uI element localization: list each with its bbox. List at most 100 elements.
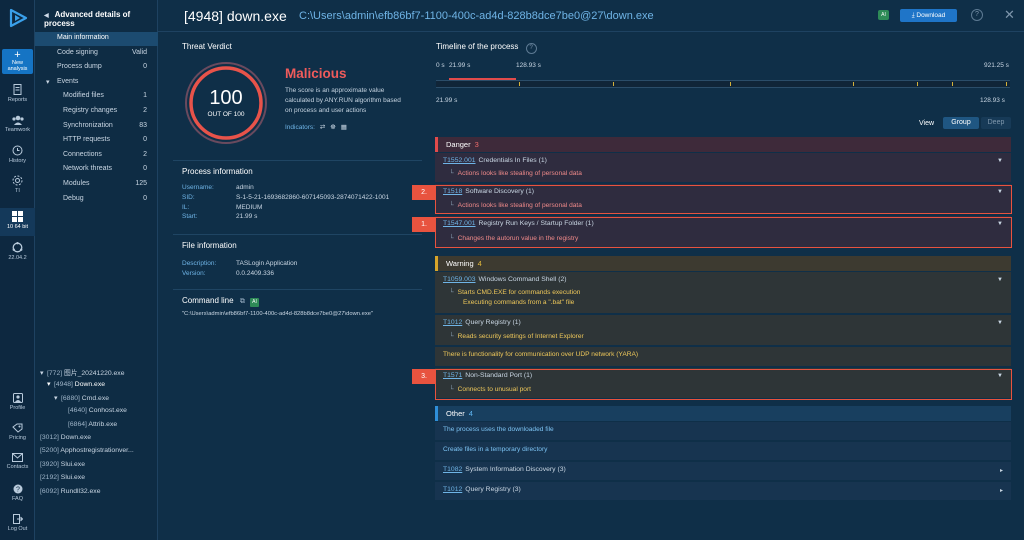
file-path-link[interactable]: C:\Users\admin\efb86bf7-1100-400c-ad4d-8…	[299, 10, 654, 22]
info-key: Start:	[182, 213, 198, 221]
score-max-label: OUT OF 100	[207, 111, 245, 118]
process-tree-item[interactable]: [4640] Conhost.exe	[61, 407, 127, 414]
sidebar-item-faq[interactable]: ? FAQ	[0, 484, 35, 502]
sidebar-item-contacts[interactable]: Contacts	[0, 453, 35, 470]
indicators-row: Indicators: ⇄ ☸ ▦	[285, 123, 347, 131]
view-group-button[interactable]: Group	[943, 117, 979, 129]
technique-id-link[interactable]: T1059.003	[443, 276, 476, 283]
download-button[interactable]: ⤓ Download	[900, 9, 957, 22]
bug-indicator-icon[interactable]: ☸	[330, 124, 336, 131]
registry-indicator-icon[interactable]: ▦	[340, 124, 347, 131]
nav-item[interactable]: Synchronization 83	[35, 120, 158, 134]
nav-item[interactable]: Modules 125	[35, 178, 158, 192]
sidebar-item-profile[interactable]: Profile	[0, 393, 35, 411]
expand-arrow-icon[interactable]: ▾	[47, 381, 51, 389]
process-tree-item[interactable]: [3012] Down.exe	[40, 434, 91, 441]
chevron-down-icon[interactable]: ▼	[997, 189, 1003, 195]
sidebar-item-pricing[interactable]: Pricing	[0, 423, 35, 441]
info-row: IL: MEDIUM	[182, 204, 262, 211]
help-icon[interactable]: ?	[971, 9, 983, 21]
chevron-down-icon[interactable]: ▼	[997, 320, 1003, 326]
nav-item[interactable]: Main information	[35, 32, 158, 46]
os-ubuntu-badge[interactable]: 22.04.2	[0, 242, 35, 261]
process-tree-item[interactable]: ▾ [6880] Cmd.exe	[54, 394, 109, 402]
network-indicator-icon[interactable]: ⇄	[319, 124, 326, 131]
ai-badge[interactable]: AI	[878, 10, 889, 20]
sidebar-item-logout[interactable]: Log Out	[0, 514, 35, 532]
info-row: Description: TASLogin Application	[182, 260, 297, 267]
process-tree-item[interactable]: [2192] Slui.exe	[40, 474, 85, 481]
chevron-down-icon[interactable]: ▼	[997, 373, 1003, 379]
os-windows-badge[interactable]: 10 64 bit	[0, 208, 35, 236]
copy-icon[interactable]: ⧉	[239, 298, 245, 305]
technique-id-link[interactable]: T1571	[443, 372, 463, 379]
chevron-right-icon[interactable]: ▸	[999, 488, 1003, 494]
process-tree-item[interactable]: [6864] Attrib.exe	[61, 421, 117, 428]
chevron-right-icon[interactable]: ▸	[999, 468, 1003, 474]
behavior-row[interactable]: T1012 Query Registry (1) └ Reads security …	[435, 315, 1011, 346]
technique-id-link[interactable]: T1012	[443, 486, 463, 493]
nav-item[interactable]: Registry changes 2	[35, 105, 158, 119]
technique-id-link[interactable]: T1552.001	[443, 157, 476, 164]
process-tree-item[interactable]: [5200] Apphostregistrationver...	[40, 447, 134, 454]
technique-id-link[interactable]: T1547.001	[443, 220, 476, 227]
help-icon[interactable]: ?	[525, 43, 537, 54]
nav-item[interactable]: ▾ Events	[35, 76, 158, 90]
chevron-down-icon[interactable]: ▼	[997, 158, 1003, 164]
sidebar-item-reports[interactable]: Reports	[0, 84, 35, 103]
process-tree-item[interactable]: ▾ [772] 图片_20241220.exe	[40, 367, 124, 377]
technique-id-link[interactable]: T1012	[443, 319, 463, 326]
behavior-row[interactable]: T1552.001 Credentials In Files (1) └ Actio…	[435, 153, 1011, 183]
branch-arrow-icon: └	[449, 202, 454, 209]
sidebar-item-teamwork[interactable]: Teamwork	[0, 115, 35, 133]
category-danger-header[interactable]: Danger 3	[435, 137, 1011, 152]
behavior-row[interactable]: T1571 Non-Standard Port (1) └ Connects to …	[435, 368, 1011, 399]
chevron-down-icon[interactable]: ▼	[997, 221, 1003, 227]
process-tree-item[interactable]: ▾ [4948] Down.exe	[47, 380, 105, 388]
behavior-row[interactable]: T1012 Query Registry (3) ▸	[435, 482, 1011, 501]
timeline-range-bar[interactable]	[449, 78, 516, 81]
nav-item[interactable]: Process dump 0	[35, 61, 158, 75]
sidebar-item-history[interactable]: History	[0, 145, 35, 164]
view-label: View	[919, 120, 935, 127]
technique-id-link[interactable]: T1082	[443, 466, 463, 473]
nav-item[interactable]: Network threats 0	[35, 163, 158, 177]
process-pid: [4948]	[54, 381, 73, 389]
chevron-down-icon[interactable]: ▼	[997, 277, 1003, 283]
timeline-track[interactable]	[436, 80, 1010, 88]
behavior-row[interactable]: T1547.001 Registry Run Keys / Startup Fol…	[435, 216, 1011, 248]
expand-arrow-icon[interactable]: ▾	[54, 394, 58, 402]
category-count: 4	[477, 259, 482, 268]
behavior-row[interactable]: There is functionality for communication…	[435, 347, 1011, 367]
view-deep-button[interactable]: Deep	[981, 117, 1011, 129]
collapse-arrow-icon[interactable]: ◀	[44, 13, 49, 19]
behavior-row[interactable]: T1518 Software Discovery (1) └ Actions loo…	[435, 184, 1011, 215]
process-tree-item[interactable]: [6092] Rundll32.exe	[40, 488, 100, 495]
new-analysis-button[interactable]: + New analysis	[2, 49, 33, 74]
behavior-title: System Information Discovery (3)	[465, 466, 566, 473]
category-warning-header[interactable]: Warning 4	[435, 256, 1011, 271]
category-other-header[interactable]: Other 4	[435, 406, 1011, 421]
behavior-title: Query Registry (1)	[465, 319, 521, 326]
behavior-row[interactable]: The process uses the downloaded file	[435, 422, 1011, 441]
document-icon	[13, 84, 22, 95]
nav-item[interactable]: Debug 0	[35, 193, 158, 207]
behavior-row[interactable]: T1082 System Information Discovery (3) ▸	[435, 462, 1011, 481]
expand-arrow-icon[interactable]: ▾	[40, 370, 44, 377]
nav-item[interactable]: Modified files 1	[35, 90, 158, 104]
nav-item[interactable]: HTTP requests 0	[35, 134, 158, 148]
anyrun-logo-icon[interactable]	[7, 7, 29, 29]
expand-arrow-icon[interactable]: ▾	[46, 78, 50, 86]
close-icon[interactable]: ✕	[1004, 7, 1015, 22]
behavior-row[interactable]: T1059.003 Windows Command Shell (2) └ Star…	[435, 272, 1011, 314]
process-tree-item[interactable]: [3920] Slui.exe	[40, 461, 85, 468]
behavior-row[interactable]: Create files in a temporary directory	[435, 442, 1011, 461]
technique-id-link[interactable]: T1518	[443, 188, 463, 195]
nav-item-count: Valid	[131, 48, 147, 56]
timeline-mid-label: 128.93 s	[516, 62, 541, 69]
nav-item[interactable]: Code signing Valid	[35, 47, 158, 61]
divider	[173, 289, 422, 290]
nav-item[interactable]: Connections 2	[35, 149, 158, 163]
sidebar-item-ti[interactable]: TI	[0, 175, 35, 194]
ai-badge[interactable]: AI	[250, 298, 260, 307]
